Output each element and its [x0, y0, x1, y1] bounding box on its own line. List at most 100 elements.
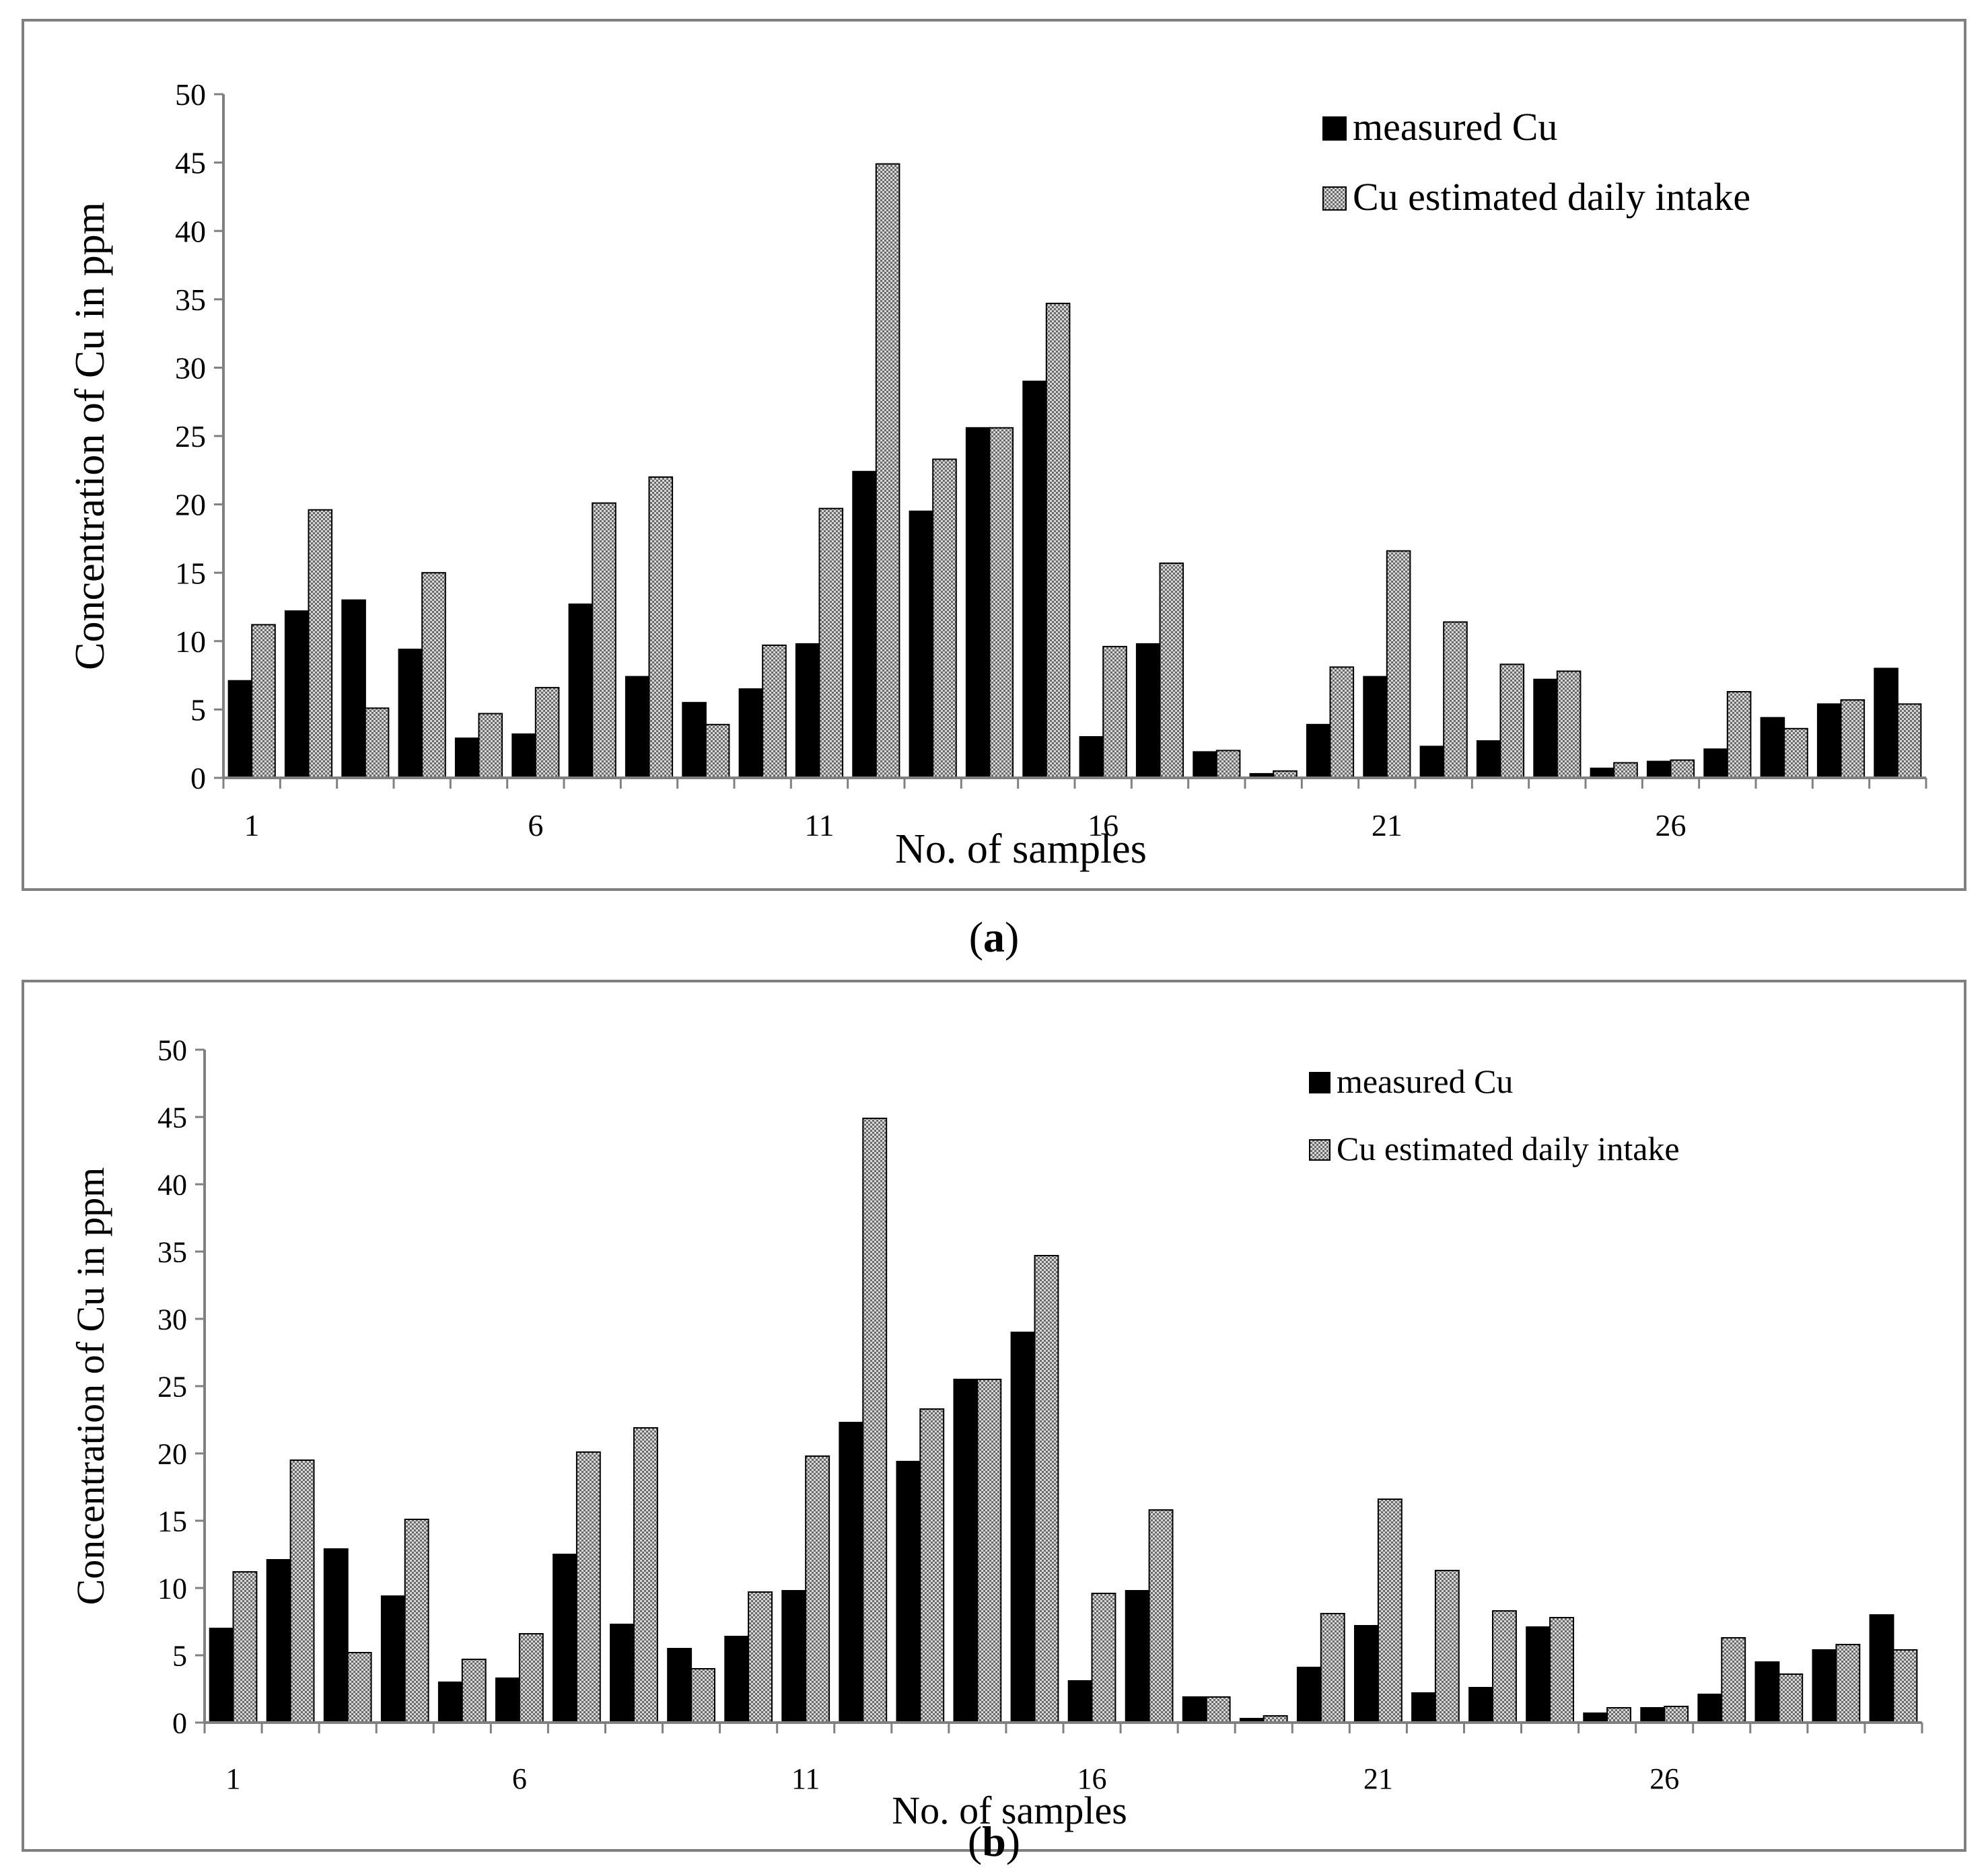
- y-tick-label: 20: [175, 488, 206, 522]
- bar-measured-cu: [1703, 748, 1728, 779]
- y-tick-label: 15: [157, 1505, 187, 1538]
- x-tick-label: 1: [226, 1762, 241, 1795]
- bar-measured-cu: [1468, 1687, 1494, 1723]
- y-tick-label: 0: [172, 1706, 187, 1739]
- bar-cu-estimated-daily-intake: [575, 1451, 601, 1723]
- bar-measured-cu: [795, 643, 820, 779]
- legend-swatch-measured-cu: [1309, 1072, 1330, 1093]
- bar-cu-estimated-daily-intake: [1377, 1499, 1403, 1723]
- bar-cu-estimated-daily-intake: [1148, 1509, 1174, 1723]
- bar-measured-cu: [839, 1422, 864, 1723]
- panel-label-b: (b): [967, 1817, 1021, 1865]
- legend-swatch-cu-estimated-daily-intake: [1322, 186, 1347, 211]
- bar-cu-estimated-daily-intake: [251, 624, 276, 779]
- bar-measured-cu: [852, 470, 877, 779]
- bar-cu-estimated-daily-intake: [461, 1659, 487, 1723]
- bar-measured-cu: [495, 1677, 520, 1723]
- bar-cu-estimated-daily-intake: [421, 572, 446, 779]
- x-tick-label: 16: [1077, 1762, 1107, 1795]
- bar-cu-estimated-daily-intake: [1721, 1637, 1746, 1723]
- bar-cu-estimated-daily-intake: [648, 476, 674, 779]
- bar-measured-cu: [341, 599, 366, 779]
- bar-measured-cu: [781, 1590, 807, 1723]
- y-tick-label: 20: [157, 1437, 187, 1470]
- bar-measured-cu: [1533, 678, 1558, 779]
- bar-cu-estimated-daily-intake: [1034, 1255, 1059, 1723]
- bar-measured-cu: [1754, 1661, 1780, 1723]
- bar-measured-cu: [738, 688, 764, 779]
- y-tick-label: 45: [175, 146, 206, 180]
- chart-panel-a: 0 5 10 15 20 25 30 35 40 45 50 1 6 11 16 21 26 No. of sam…: [22, 19, 1966, 891]
- bar-cu-estimated-daily-intake: [989, 427, 1014, 779]
- bar-cu-estimated-daily-intake: [1499, 663, 1525, 779]
- bar-measured-cu: [682, 702, 707, 779]
- bar-cu-estimated-daily-intake: [1434, 1570, 1460, 1723]
- bar-measured-cu: [266, 1559, 291, 1723]
- bar-cu-estimated-daily-intake: [1091, 1593, 1116, 1723]
- bar-measured-cu: [227, 680, 253, 779]
- y-tick-label: 40: [157, 1168, 187, 1201]
- bar-measured-cu: [284, 610, 310, 779]
- bar-cu-estimated-daily-intake: [1778, 1673, 1804, 1723]
- bar-cu-estimated-daily-intake: [1892, 1649, 1918, 1723]
- legend-label-measured-cu: measured Cu: [1353, 105, 1557, 149]
- y-tick-label: 0: [190, 761, 206, 795]
- bar-cu-estimated-daily-intake: [1840, 699, 1866, 779]
- bar-measured-cu: [1022, 380, 1047, 779]
- y-tick-label: 30: [175, 351, 206, 386]
- bar-cu-estimated-daily-intake: [347, 1652, 372, 1723]
- bar-cu-estimated-daily-intake: [1386, 550, 1411, 779]
- bar-cu-estimated-daily-intake: [592, 502, 616, 779]
- bar-measured-cu: [1125, 1590, 1150, 1723]
- bar-cu-estimated-daily-intake: [705, 723, 730, 779]
- x-tick-label: 21: [1363, 1762, 1393, 1795]
- y-tick-label: 40: [175, 214, 206, 248]
- y-tick-label: 5: [172, 1639, 187, 1672]
- bar-cu-estimated-daily-intake: [289, 1459, 315, 1723]
- bar-measured-cu: [1010, 1332, 1036, 1723]
- y-tick-label: 35: [175, 283, 206, 317]
- bar-cu-estimated-daily-intake: [977, 1379, 1002, 1723]
- bar-measured-cu: [437, 1682, 463, 1723]
- bar-measured-cu: [1476, 740, 1501, 779]
- bar-cu-estimated-daily-intake: [404, 1519, 429, 1723]
- y-tick-label: 35: [157, 1235, 187, 1268]
- bar-measured-cu: [1590, 767, 1615, 779]
- bar-measured-cu: [1640, 1707, 1666, 1723]
- bar-measured-cu: [380, 1595, 406, 1723]
- bar-cu-estimated-daily-intake: [690, 1668, 715, 1723]
- bar-cu-estimated-daily-intake: [1670, 759, 1695, 779]
- bar-cu-estimated-daily-intake: [862, 1118, 888, 1723]
- bar-cu-estimated-daily-intake: [1835, 1644, 1861, 1723]
- bar-cu-estimated-daily-intake: [875, 163, 900, 779]
- y-axis-label: Concentration of Cu in ppm: [69, 1167, 112, 1606]
- bar-cu-estimated-daily-intake: [232, 1571, 258, 1723]
- bar-measured-cu: [1869, 1614, 1894, 1723]
- bar-cu-estimated-daily-intake: [1492, 1610, 1517, 1723]
- x-tick-label: 26: [1656, 808, 1687, 842]
- bar-measured-cu: [1697, 1694, 1723, 1723]
- bar-measured-cu: [454, 737, 480, 779]
- bar-cu-estimated-daily-intake: [932, 458, 957, 779]
- x-tick-label: 11: [804, 808, 834, 842]
- bar-measured-cu: [1079, 736, 1104, 779]
- x-tick-label: 6: [512, 1762, 527, 1795]
- panel-letter-a: a: [983, 913, 1005, 961]
- bar-measured-cu: [1760, 717, 1785, 779]
- bar-cu-estimated-daily-intake: [1329, 666, 1355, 779]
- bar-cu-estimated-daily-intake: [1549, 1617, 1575, 1723]
- bar-measured-cu: [1812, 1649, 1837, 1723]
- x-axis-label: No. of samples: [892, 1789, 1127, 1832]
- bar-cu-estimated-daily-intake: [1726, 691, 1752, 779]
- bar-measured-cu: [625, 676, 650, 779]
- bar-cu-estimated-daily-intake: [1102, 645, 1127, 779]
- bar-measured-cu: [965, 427, 991, 779]
- bar-cu-estimated-daily-intake: [534, 686, 560, 779]
- bar-measured-cu: [724, 1636, 750, 1723]
- y-tick-label: 50: [157, 1034, 187, 1067]
- x-tick-label: 1: [244, 808, 260, 842]
- legend-swatch-cu-estimated-daily-intake: [1309, 1139, 1330, 1161]
- y-tick-label: 50: [175, 77, 206, 112]
- y-tick-label: 25: [157, 1370, 187, 1403]
